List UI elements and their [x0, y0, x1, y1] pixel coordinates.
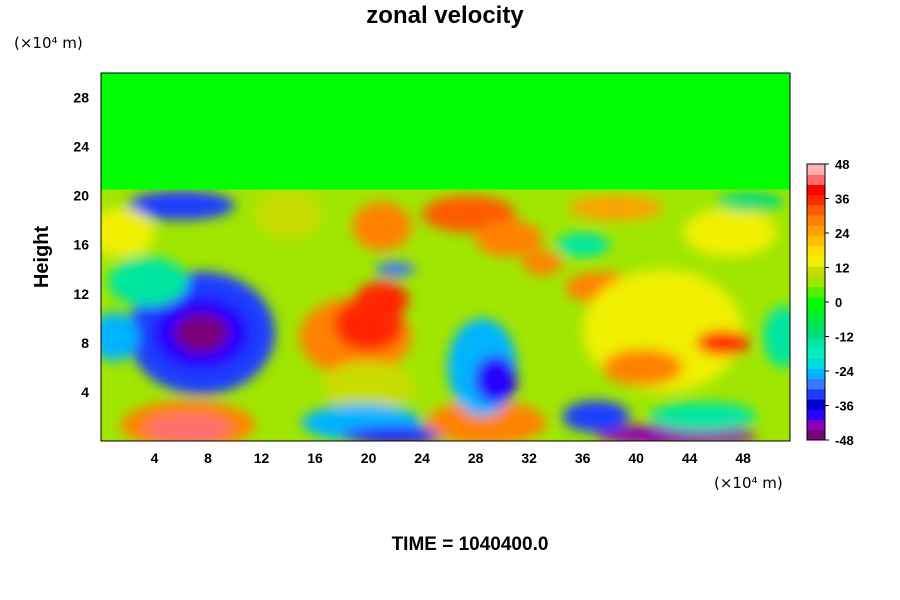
- y-unit-label: (×10⁴ m): [14, 34, 83, 52]
- velocity-feature: [562, 400, 630, 433]
- colorbar-segment: [807, 378, 825, 390]
- colorbar-segment: [807, 245, 825, 257]
- x-tick-label: 36: [575, 450, 591, 466]
- y-tick-label: 20: [73, 188, 89, 204]
- y-tick-label: 16: [73, 237, 89, 253]
- colorbar-segment: [807, 266, 825, 277]
- y-tick-label: 8: [81, 335, 89, 351]
- x-tick-label: 28: [468, 450, 484, 466]
- velocity-field: [101, 73, 790, 441]
- velocity-feature: [341, 426, 449, 441]
- y-tick-label: 28: [73, 90, 89, 106]
- upper-layer: [101, 73, 790, 190]
- x-axis-ticks: 4 8 12 16 20 24 28 32 36 40 44 48: [151, 450, 752, 466]
- velocity-feature: [569, 195, 663, 221]
- colorbar-segment: [807, 388, 825, 400]
- velocity-blobs: [101, 189, 790, 441]
- colorbar-tick-label: 24: [835, 226, 850, 241]
- y-tick-label: 4: [81, 384, 89, 400]
- x-tick-label: 20: [361, 450, 377, 466]
- colorbar-segment: [807, 429, 825, 441]
- x-unit-label: (×10⁴ m): [714, 474, 783, 492]
- velocity-feature: [254, 189, 322, 239]
- colorbar-segment: [807, 348, 825, 359]
- velocity-feature: [555, 232, 610, 257]
- colorbar-tick-label: 0: [835, 295, 842, 310]
- velocity-feature: [602, 349, 683, 386]
- velocity-feature: [522, 250, 563, 276]
- colorbar-segment: [807, 215, 825, 226]
- velocity-feature: [682, 207, 777, 257]
- x-tick-label: 32: [521, 450, 537, 466]
- velocity-feature: [127, 190, 235, 221]
- colorbar-segment: [807, 225, 825, 237]
- velocity-feature: [763, 306, 790, 368]
- colorbar-segment: [807, 327, 825, 339]
- x-tick-label: 8: [204, 450, 212, 466]
- y-axis-label: Height: [31, 226, 53, 289]
- colorbar-tick-label: -12: [835, 330, 854, 345]
- colorbar-segment: [807, 174, 825, 185]
- colorbar-tick-label: 48: [835, 157, 849, 172]
- velocity-feature: [101, 312, 139, 362]
- plot-frame: [100, 72, 791, 442]
- colorbar-segment: [807, 204, 825, 216]
- colorbar-segment: [807, 368, 825, 380]
- velocity-feature: [696, 330, 750, 356]
- colorbar-segment: [807, 184, 825, 196]
- velocity-feature: [145, 414, 231, 441]
- colorbar-segment: [807, 419, 825, 431]
- colorbar-tick-label: 36: [835, 192, 849, 207]
- velocity-feature: [475, 220, 543, 257]
- x-tick-label: 44: [682, 450, 698, 466]
- time-label: TIME = 1040400.0: [392, 534, 549, 555]
- colorbar-segment: [807, 307, 825, 318]
- velocity-feature: [474, 355, 518, 405]
- colorbar-segment: [807, 276, 825, 288]
- y-tick-label: 24: [73, 139, 89, 155]
- y-tick-label: 12: [73, 286, 89, 302]
- colorbar-tick-label: 12: [835, 261, 849, 276]
- x-tick-label: 16: [307, 450, 323, 466]
- colorbar-segment: [807, 286, 825, 298]
- colorbar-segment: [807, 409, 825, 421]
- velocity-feature: [649, 401, 757, 432]
- colorbar-segment: [807, 235, 825, 247]
- velocity-feature: [352, 201, 412, 251]
- x-tick-label: 24: [414, 450, 430, 466]
- x-tick-label: 12: [254, 450, 270, 466]
- velocity-feature: [321, 361, 416, 411]
- colorbar-tick-label: -48: [835, 433, 854, 448]
- x-tick-label: 48: [735, 450, 751, 466]
- velocity-feature: [375, 261, 416, 277]
- velocity-feature: [174, 313, 229, 353]
- colorbar-tick-label: -24: [835, 364, 855, 379]
- colorbar-tick-label: -36: [835, 399, 854, 414]
- field-clip-group: [101, 73, 790, 441]
- velocity-feature: [355, 281, 409, 319]
- chart-title: zonal velocity: [366, 2, 524, 29]
- colorbar-segment: [807, 358, 825, 369]
- colorbar-segment: [807, 337, 825, 349]
- x-tick-label: 40: [628, 450, 644, 466]
- colorbar-segment: [807, 296, 825, 308]
- y-axis-ticks: 4 8 12 16 20 24 28: [73, 90, 89, 400]
- colorbar-segment: [807, 317, 825, 329]
- plot-area: [100, 72, 791, 442]
- colorbar-segment: [807, 256, 825, 267]
- colorbar: 48 36 24 12 0 -12 -24 -36 -48: [806, 157, 855, 448]
- x-tick-label: 4: [151, 450, 159, 466]
- velocity-feature: [107, 257, 188, 307]
- velocity-feature: [426, 400, 547, 441]
- colorbar-segment: [807, 399, 825, 410]
- velocity-feature: [716, 191, 784, 212]
- colorbar-segment: [807, 194, 825, 206]
- colorbar-segment: [807, 164, 825, 175]
- velocity-feature: [101, 207, 155, 257]
